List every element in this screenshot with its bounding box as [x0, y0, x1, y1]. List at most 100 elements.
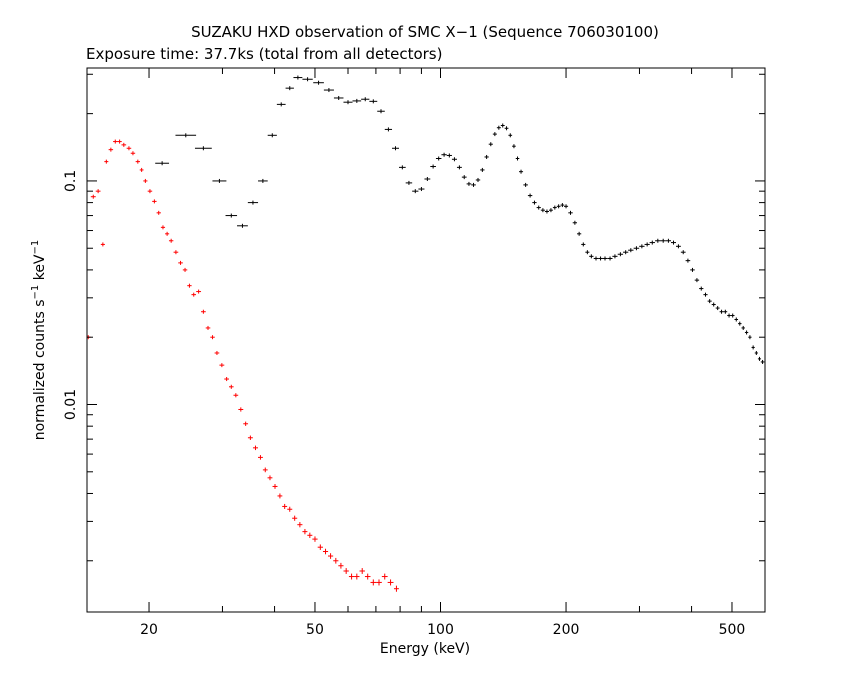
- data-point: [508, 133, 513, 138]
- data-point: [527, 193, 533, 198]
- data-point: [715, 306, 720, 311]
- data-point: [392, 146, 399, 151]
- data-point: [247, 200, 259, 205]
- y-axis-label-main: normalized counts s: [32, 299, 48, 440]
- data-point: [155, 161, 170, 166]
- data-point: [623, 250, 629, 255]
- data-point: [178, 260, 183, 265]
- data-point: [564, 204, 569, 209]
- data-point: [225, 213, 238, 218]
- data-point: [496, 125, 501, 130]
- data-point: [660, 238, 666, 243]
- data-point: [384, 127, 393, 132]
- data-point: [500, 123, 505, 128]
- data-point: [741, 325, 745, 330]
- data-point: [730, 313, 735, 318]
- data-point: [126, 146, 132, 151]
- data-point: [210, 335, 215, 340]
- data-point: [297, 522, 303, 528]
- data-point: [451, 157, 457, 162]
- data-point: [135, 159, 140, 164]
- data-point: [369, 99, 378, 104]
- data-point: [182, 267, 188, 272]
- data-point: [333, 557, 339, 564]
- x-tick-label: 50: [306, 622, 324, 638]
- data-point: [760, 359, 765, 364]
- data-point: [376, 579, 382, 586]
- data-point: [536, 205, 541, 210]
- data-point: [364, 573, 371, 580]
- x-axis-label: Energy (keV): [380, 641, 470, 657]
- data-point: [121, 142, 127, 147]
- data-point: [302, 77, 313, 82]
- data-point: [690, 267, 695, 272]
- data-point: [719, 309, 724, 314]
- data-point: [754, 350, 758, 355]
- x-tick-label: 100: [427, 622, 454, 638]
- data-point: [139, 167, 144, 172]
- data-point: [343, 568, 349, 574]
- y-axis-label: normalized counts s−1 keV−1: [30, 240, 48, 441]
- data-point: [585, 250, 590, 255]
- data-point: [168, 238, 174, 243]
- data-point: [237, 223, 248, 228]
- data-point: [649, 240, 655, 245]
- data-point: [744, 330, 749, 335]
- data-point: [581, 242, 586, 247]
- data-point: [212, 178, 227, 183]
- data-point: [317, 544, 323, 550]
- x-tick-label: 200: [553, 622, 580, 638]
- data-point: [519, 169, 524, 174]
- data-point: [191, 292, 197, 297]
- data-point: [685, 258, 691, 263]
- data-point: [257, 455, 263, 460]
- data-point: [313, 80, 324, 85]
- data-point: [727, 313, 731, 318]
- data-point: [644, 242, 650, 247]
- data-point: [354, 573, 360, 580]
- axes: 20 50 100 200 500 0.1 0.01: [63, 68, 766, 638]
- data-point: [267, 475, 273, 481]
- data-point: [302, 528, 308, 535]
- data-point: [568, 210, 573, 215]
- data-point: [699, 286, 704, 291]
- data-point: [258, 178, 268, 183]
- data-point: [165, 231, 170, 236]
- chart-subtitle: Exposure time: 37.7ks (total from all de…: [86, 45, 442, 63]
- data-point: [277, 493, 283, 499]
- data-point: [130, 151, 136, 156]
- data-point: [377, 109, 385, 114]
- data-point: [272, 484, 278, 489]
- data-point: [418, 187, 425, 192]
- data-point: [466, 181, 472, 186]
- data-point: [252, 445, 258, 451]
- data-point: [461, 175, 467, 180]
- data-point: [628, 248, 634, 253]
- data-point: [560, 203, 565, 208]
- data-point: [95, 189, 101, 194]
- x-tick-label: 20: [140, 622, 158, 638]
- data-point: [446, 153, 452, 158]
- data-point: [393, 585, 399, 592]
- data-point: [196, 289, 202, 294]
- data-point: [387, 579, 394, 586]
- data-point: [104, 159, 109, 164]
- data-series: [87, 139, 399, 592]
- data-point: [738, 321, 742, 326]
- data-point: [175, 133, 197, 138]
- data-point: [343, 100, 353, 105]
- data-point: [748, 335, 752, 340]
- data-point: [187, 283, 192, 288]
- data-point: [540, 208, 545, 213]
- y-tick-label: 0.01: [63, 389, 79, 420]
- data-point: [548, 208, 553, 213]
- data-point: [471, 182, 476, 187]
- data-point: [117, 139, 122, 144]
- data-point: [328, 553, 334, 559]
- data-point: [359, 568, 365, 574]
- data-point: [512, 144, 516, 149]
- data-point: [147, 189, 153, 194]
- data-point: [633, 246, 640, 251]
- data-point: [694, 278, 700, 283]
- data-point: [262, 467, 268, 473]
